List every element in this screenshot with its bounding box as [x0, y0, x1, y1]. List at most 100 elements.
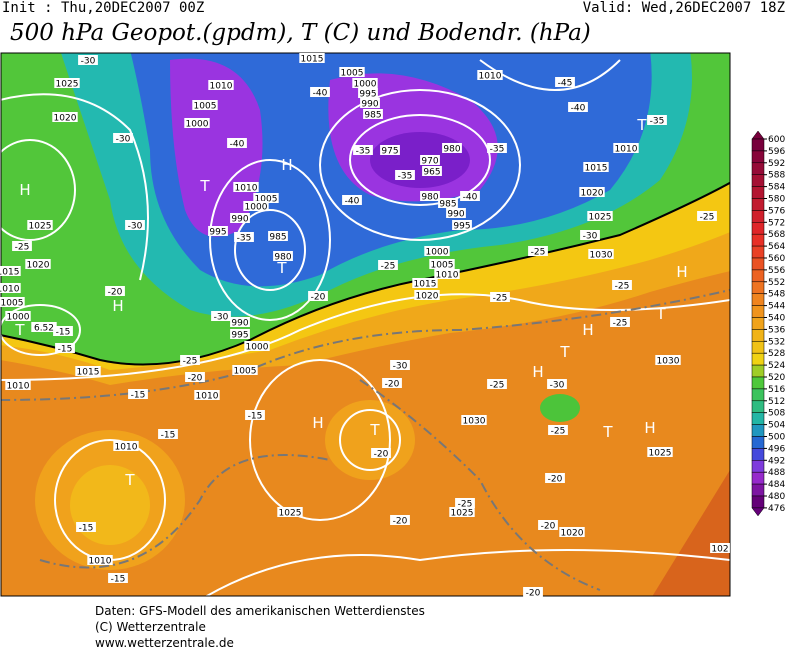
temperature-label: -20: [188, 374, 203, 384]
temperature-label: -15: [56, 328, 71, 338]
pressure-label-box: [233, 182, 259, 192]
pressure-label: 1015: [585, 164, 608, 174]
pressure-label-box: [613, 143, 639, 153]
colorbar-cell: [751, 436, 765, 449]
temperature-label: -30: [583, 232, 598, 242]
colorbar-cell: [751, 186, 765, 199]
temperature-label: -20: [385, 380, 400, 390]
pressure-label-box: [54, 78, 80, 88]
temperature-label: -25: [15, 243, 30, 253]
pressure-label: 1015: [301, 55, 324, 65]
temperature-label: -20: [548, 475, 563, 485]
temperature-label-box: [227, 138, 247, 148]
pressure-label-box: [5, 311, 31, 321]
pressure-label-box: [446, 208, 466, 218]
temperature-label: -20: [374, 450, 389, 460]
high-marker: H: [582, 321, 593, 339]
temperature-label-box: [528, 246, 548, 256]
colorbar-label: 488: [768, 468, 785, 478]
pressure-label: 1025: [451, 509, 474, 519]
pressure-label-box: [25, 259, 51, 269]
pressure-label: 1005: [234, 367, 257, 377]
temperature-label-box: [158, 429, 178, 439]
colorbar-label: 512: [768, 397, 785, 407]
temperature-label-box: [310, 87, 330, 97]
pressure-label-box: [27, 220, 53, 230]
pressure-label-box: [422, 166, 442, 176]
pressure-label-box: [5, 380, 31, 390]
temperature-label: -40: [345, 197, 360, 207]
temperature-label-box: [125, 220, 145, 230]
colorbar-cell: [751, 222, 765, 235]
colorbar-label: 580: [768, 195, 785, 205]
pressure-label: 1015: [77, 368, 100, 378]
pressure-label: 1020: [561, 529, 584, 539]
pressure-label: 1010: [115, 443, 138, 453]
pressure-label-box: [0, 297, 25, 307]
temperature-label-box: [113, 133, 133, 143]
colorbar-label: 524: [768, 361, 785, 371]
high-marker: H: [532, 363, 543, 381]
high-marker: H: [281, 156, 292, 174]
colorbar-label: 556: [768, 266, 785, 276]
high-marker: H: [19, 181, 30, 199]
low-marker: T: [369, 421, 380, 439]
pressure-label-box: [559, 527, 585, 537]
pressure-label-box: [442, 143, 462, 153]
temperature-label: -30: [214, 313, 229, 323]
pressure-label-box: [192, 100, 218, 110]
temperature-label: -15: [161, 431, 176, 441]
pressure-label: 1010: [615, 145, 638, 155]
pressure-label: 1030: [590, 251, 613, 261]
pressure-label-box: [461, 415, 487, 425]
low-marker: T: [602, 423, 613, 441]
pressure-label-box: [230, 213, 250, 223]
temperature-label-box: [568, 102, 588, 112]
colorbar-cell: [751, 341, 765, 354]
temperature-label: -25: [531, 248, 546, 258]
temperature-label: -20: [311, 293, 326, 303]
colorbar-label: 532: [768, 337, 785, 347]
temperature-label: -15: [111, 575, 126, 585]
pressure-label-box: [184, 118, 210, 128]
colorbar-label: 588: [768, 171, 785, 181]
pressure-label-box: [232, 365, 258, 375]
temperature-label: -30: [81, 57, 96, 67]
colorbar-cell: [751, 376, 765, 390]
temperature-label-box: [395, 170, 415, 180]
colorbar-cell: [751, 257, 765, 271]
pressure-label: 965: [423, 168, 440, 178]
temperature-label-box: [523, 587, 543, 597]
temperature-label-box: [382, 378, 402, 388]
pressure-label-box: [352, 78, 378, 88]
temperature-label-box: [538, 520, 558, 530]
init-time: Init : Thu,20DEC2007 00Z: [2, 0, 204, 16]
pressure-label: 1025: [649, 449, 672, 459]
pressure-label-box: [414, 290, 440, 300]
temperature-label-box: [390, 515, 410, 525]
temperature-label: -25: [381, 262, 396, 272]
temperature-label-box: [76, 522, 96, 532]
temperature-label-box: [390, 360, 410, 370]
colorbar-cell: [751, 317, 765, 330]
pressure-label: 1000: [426, 248, 449, 258]
temperature-label: -15: [79, 524, 94, 534]
pressure-label-box: [420, 155, 440, 165]
temperature-label-box: [647, 115, 667, 125]
pressure-label: 980: [443, 145, 460, 155]
temperature-label-box: [55, 343, 75, 353]
colorbar-cap: [751, 507, 765, 517]
pressure-label-box: [243, 201, 269, 211]
temperature-label-box: [211, 311, 231, 321]
temperature-label-box: [180, 355, 200, 365]
pressure-label-box: [339, 67, 365, 77]
colorbar-label: 592: [768, 159, 785, 169]
pressure-label-box: [429, 259, 455, 269]
colorbar-cell: [751, 162, 765, 175]
pressure-label: 980: [274, 253, 291, 263]
temperature-label-box: [547, 379, 567, 389]
temperature-label-box: [342, 195, 362, 205]
colorbar-cell: [751, 388, 765, 402]
pressure-label-box: [452, 220, 472, 230]
temperature-label-box: [371, 448, 391, 458]
